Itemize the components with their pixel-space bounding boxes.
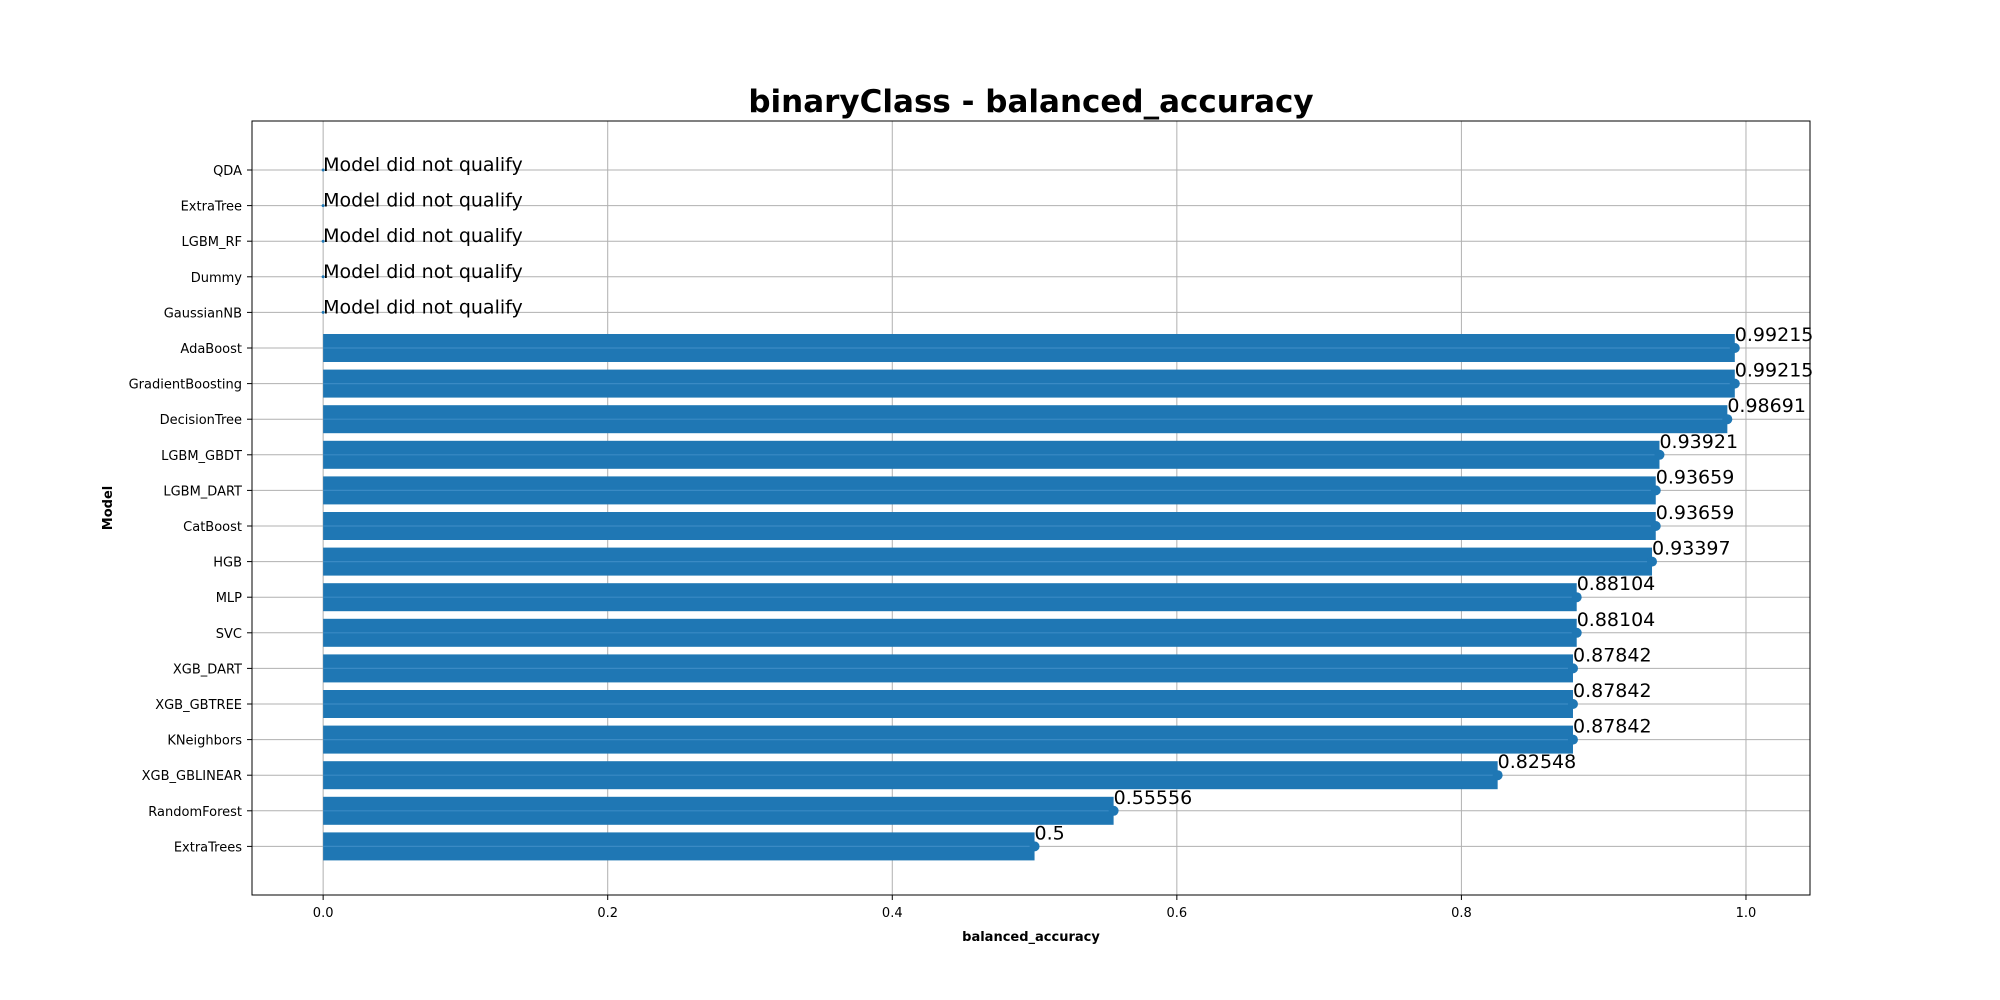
y-tick-label: DecisionTree: [160, 413, 242, 428]
value-label: 0.99215: [1735, 360, 1814, 382]
bar-marker: [321, 275, 325, 279]
value-label: 0.88104: [1577, 609, 1656, 631]
not-qualified-label: Model did not qualify: [323, 225, 523, 247]
value-label: 0.87842: [1573, 680, 1652, 702]
y-tick-label: Dummy: [191, 271, 243, 286]
y-axis-label: Model: [101, 486, 116, 530]
x-tick-label: 0.8: [1451, 906, 1472, 921]
value-label: 0.88104: [1577, 573, 1656, 595]
chart-title: binaryClass - balanced_accuracy: [748, 84, 1313, 120]
y-tick-label: GaussianNB: [164, 306, 242, 321]
y-tick-label: ExtraTree: [181, 200, 242, 215]
x-tick-label: 0.4: [882, 906, 903, 921]
value-label: 0.87842: [1573, 644, 1652, 666]
bar-marker: [1567, 734, 1578, 745]
bar-marker: [1029, 841, 1040, 852]
bar-marker: [321, 168, 325, 172]
y-tick-label: SVC: [216, 627, 242, 642]
bar-marker: [1650, 485, 1661, 496]
bar-marker: [1108, 805, 1119, 816]
y-tick-label: CatBoost: [183, 520, 242, 535]
bar-marker: [1492, 770, 1503, 781]
bar-marker: [1567, 663, 1578, 674]
bar-marker: [1647, 556, 1658, 567]
bar-marker: [1729, 343, 1740, 353]
bar-marker: [1571, 592, 1582, 603]
bar-marker: [321, 239, 325, 243]
value-label: 0.93397: [1652, 538, 1731, 560]
y-tick-label: AdaBoost: [180, 342, 242, 357]
not-qualified-label: Model did not qualify: [323, 296, 523, 318]
y-tick-label: XGB_GBLINEAR: [142, 769, 242, 784]
not-qualified-label: Model did not qualify: [323, 261, 523, 283]
not-qualified-label: Model did not qualify: [323, 190, 523, 212]
bar-marker: [321, 204, 325, 208]
y-tick-label: QDA: [213, 164, 242, 179]
bar-marker: [1722, 414, 1733, 425]
y-tick-label: KNeighbors: [167, 734, 242, 749]
y-tick-label: GradientBoosting: [129, 378, 242, 393]
bar-marker: [1571, 627, 1582, 638]
x-tick-label: 0.0: [313, 906, 334, 921]
x-tick-label: 1.0: [1736, 906, 1757, 921]
value-label: 0.93659: [1656, 502, 1735, 524]
value-label: 0.55556: [1114, 787, 1193, 809]
bar-marker: [1654, 449, 1665, 460]
label-layer: Model did not qualify Model did not quali…: [323, 154, 1813, 844]
y-tick-label: LGBM_GBDT: [161, 449, 242, 464]
x-axis-label: balanced_accuracy: [962, 930, 1100, 945]
bar-marker: [1650, 521, 1661, 531]
x-tick-label: 0.2: [597, 906, 618, 921]
bar-marker: [1729, 378, 1740, 389]
value-label: 0.93921: [1659, 431, 1738, 453]
value-label: 0.93659: [1656, 466, 1735, 488]
value-label: 0.99215: [1735, 324, 1814, 346]
tick-layer: 0.0 0.2 0.4 0.6 0.8 1.0 QDA ExtraTree LGBM_RF Dum…: [129, 164, 1757, 921]
plot-frame: [251, 120, 1811, 896]
x-tick-label: 0.6: [1166, 906, 1187, 921]
y-tick-label: MLP: [216, 591, 242, 606]
y-tick-label: ExtraTrees: [174, 840, 242, 855]
y-tick-label: XGB_DART: [173, 662, 242, 677]
not-qualified-label: Model did not qualify: [323, 154, 523, 176]
y-tick-label: LGBM_DART: [163, 484, 242, 499]
bar-marker: [1567, 699, 1578, 709]
y-tick-label: HGB: [213, 556, 242, 571]
y-tick-label: LGBM_RF: [182, 235, 242, 250]
value-label: 0.5: [1035, 822, 1065, 844]
value-label: 0.98691: [1727, 395, 1806, 417]
value-label: 0.82548: [1498, 751, 1577, 773]
value-label: 0.87842: [1573, 716, 1652, 738]
y-tick-label: XGB_GBTREE: [155, 698, 242, 713]
y-tick-label: RandomForest: [148, 805, 242, 820]
bar-layer: [321, 168, 1740, 861]
bar-marker: [321, 310, 325, 314]
